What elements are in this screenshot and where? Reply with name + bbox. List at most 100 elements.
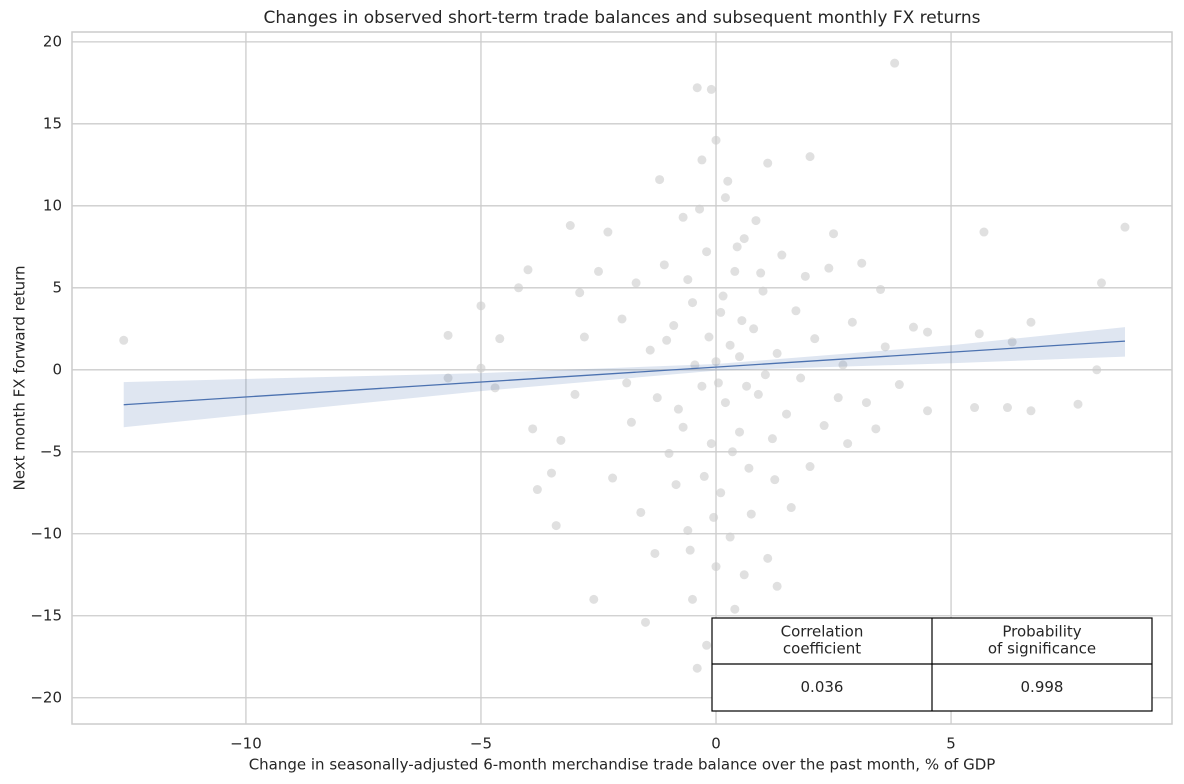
y-tick-label: −15 [30, 606, 62, 624]
point [593, 266, 603, 276]
point [767, 434, 777, 444]
point [688, 594, 698, 604]
point [732, 242, 742, 252]
point [631, 278, 641, 288]
y-tick-label: −20 [30, 688, 62, 706]
point [847, 317, 857, 327]
point [1026, 317, 1036, 327]
point [725, 532, 735, 542]
y-tick-label: 10 [43, 196, 62, 214]
point [763, 158, 773, 168]
point [702, 640, 712, 650]
point [824, 263, 834, 273]
point [735, 352, 745, 362]
point [970, 403, 980, 413]
point [1120, 222, 1130, 232]
point [713, 378, 723, 388]
point [673, 404, 683, 414]
point [678, 212, 688, 222]
point [772, 581, 782, 591]
point [495, 334, 505, 344]
point [514, 283, 524, 293]
point [1073, 399, 1083, 409]
point [1096, 278, 1106, 288]
point [608, 473, 618, 483]
point [843, 439, 853, 449]
point [833, 393, 843, 403]
table-header: of significance [988, 640, 1096, 658]
y-tick-label: 20 [43, 32, 62, 50]
point [664, 448, 674, 458]
point [720, 398, 730, 408]
point [565, 220, 575, 230]
point [622, 378, 632, 388]
y-axis-label: Next month FX forward return [11, 266, 29, 491]
point [974, 329, 984, 339]
point [760, 370, 770, 380]
point [476, 363, 486, 373]
point [443, 330, 453, 340]
point [1092, 365, 1102, 375]
point [723, 176, 733, 186]
x-axis-label: Change in seasonally-adjusted 6-month me… [249, 756, 996, 774]
point [706, 439, 716, 449]
point [730, 604, 740, 614]
regression-line [123, 340, 1126, 406]
point [829, 229, 839, 239]
point [805, 152, 815, 162]
point [800, 271, 810, 281]
point [523, 265, 533, 275]
y-tick-label: 0 [52, 360, 62, 378]
point [650, 548, 660, 558]
point [697, 155, 707, 165]
point [739, 234, 749, 244]
point [711, 135, 721, 145]
point [819, 421, 829, 431]
point [671, 480, 681, 490]
point [652, 393, 662, 403]
point [655, 175, 665, 185]
point [603, 227, 613, 237]
point [716, 307, 726, 317]
point [772, 348, 782, 358]
point [697, 381, 707, 391]
point [528, 424, 538, 434]
y-tick-label: 15 [43, 114, 62, 132]
point [751, 216, 761, 226]
table-header: coefficient [783, 640, 861, 658]
point [861, 398, 871, 408]
point [579, 332, 589, 342]
point [786, 503, 796, 513]
point [662, 335, 672, 345]
grid [72, 32, 1172, 724]
point [683, 526, 693, 536]
y-tick-label: −5 [40, 442, 62, 460]
point [551, 521, 561, 531]
point [838, 360, 848, 370]
point [725, 340, 735, 350]
point [791, 306, 801, 316]
point [756, 268, 766, 278]
point [659, 260, 669, 270]
point [626, 417, 636, 427]
point [746, 509, 756, 519]
point [763, 553, 773, 563]
point [690, 360, 700, 370]
point [744, 463, 754, 473]
point [683, 275, 693, 285]
point [490, 383, 500, 393]
point [589, 594, 599, 604]
point [782, 409, 792, 419]
point [443, 373, 453, 383]
point [476, 301, 486, 311]
point [720, 193, 730, 203]
plot-area [71, 31, 1173, 725]
point [699, 471, 709, 481]
point [1007, 337, 1017, 347]
point [695, 204, 705, 214]
point [758, 286, 768, 296]
point [805, 462, 815, 472]
point [770, 475, 780, 485]
point [706, 84, 716, 94]
point [979, 227, 989, 237]
